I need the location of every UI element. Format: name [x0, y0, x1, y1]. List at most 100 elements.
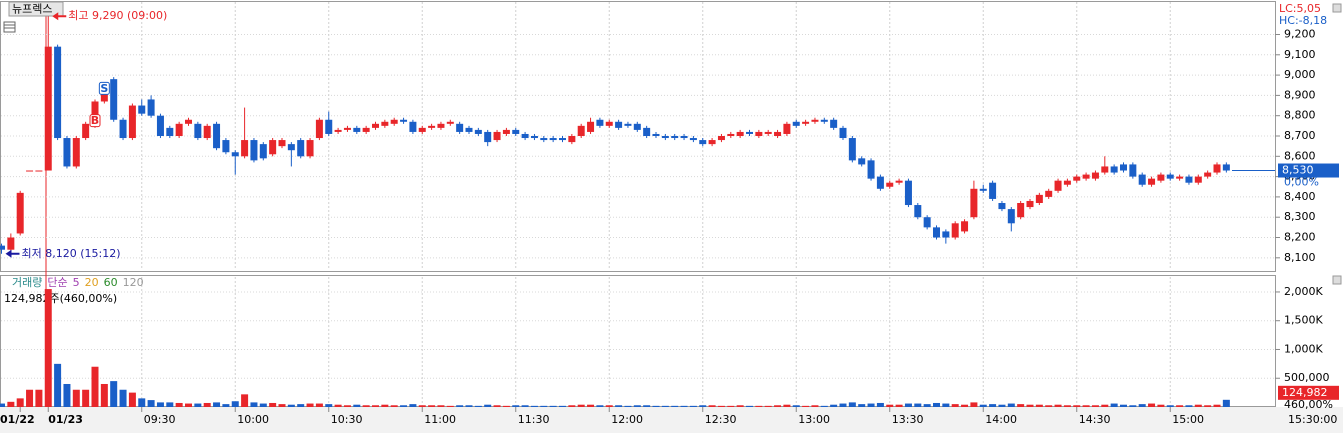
- x-tick-label: 09:30: [144, 413, 176, 426]
- volume-bar: [1017, 404, 1025, 407]
- candle-body: [512, 129, 520, 134]
- volume-bar: [661, 405, 669, 407]
- candle-body: [652, 133, 660, 136]
- volume-bar: [998, 404, 1006, 407]
- candle-body: [1110, 166, 1118, 173]
- candle-body: [615, 121, 623, 128]
- volume-bar: [914, 403, 922, 407]
- candle-body: [26, 170, 34, 172]
- candle-body: [1138, 174, 1146, 185]
- candle-body: [456, 123, 464, 132]
- candle-body: [530, 136, 538, 139]
- candle-body: [493, 131, 501, 141]
- candle-body: [446, 121, 454, 124]
- candle-body: [82, 123, 90, 139]
- candle-body: [989, 182, 997, 199]
- current-price-label: 8,530: [1282, 164, 1314, 177]
- candle-body: [250, 140, 258, 161]
- candle-body: [213, 123, 221, 149]
- chart-title: 뉴프렉스: [12, 3, 52, 16]
- volume-bar: [680, 405, 688, 407]
- volume-bar: [428, 405, 436, 407]
- candle-body: [848, 138, 856, 161]
- volume-bar: [493, 405, 501, 407]
- candle-body: [259, 144, 267, 159]
- volume-bar: [1176, 405, 1184, 407]
- scroll-button[interactable]: [1332, 3, 1342, 13]
- candle-body: [185, 119, 192, 124]
- candle-body: [774, 131, 782, 136]
- candle-body: [306, 140, 314, 157]
- x-tick-label: 10:00: [237, 413, 269, 426]
- candle-body: [1166, 174, 1174, 179]
- candle-body: [923, 217, 931, 228]
- volume-bar: [671, 405, 679, 407]
- candle-body: [437, 123, 445, 128]
- candle-body: [334, 129, 342, 132]
- x-tick-label: 01/23: [48, 413, 83, 426]
- y-tick-label: 8,900: [1284, 88, 1316, 101]
- volume-bar: [44, 289, 52, 407]
- volume-bar: [54, 363, 62, 407]
- candle-body: [577, 125, 585, 136]
- candle-body: [895, 180, 903, 183]
- volume-bar: [820, 405, 828, 407]
- candle-body: [811, 119, 819, 122]
- volume-bar: [82, 389, 90, 407]
- volume-bar: [942, 403, 950, 407]
- signal-box: [98, 81, 110, 95]
- volume-ratio-label: 460,00%: [1284, 398, 1333, 411]
- volume-bar: [1073, 405, 1081, 407]
- volume-bar: [7, 401, 15, 407]
- x-tick-label: 14:00: [985, 413, 1017, 426]
- volume-bar: [811, 405, 819, 407]
- current-volume-label: 124,982: [1282, 386, 1328, 399]
- volume-bar: [16, 398, 24, 407]
- candle-body: [390, 119, 398, 124]
- volume-bar: [26, 389, 34, 407]
- candle-body: [933, 227, 940, 238]
- volume-bar: [549, 405, 557, 407]
- candle-body: [502, 129, 510, 134]
- current-volume-box: [1278, 385, 1339, 400]
- y-tick-label: 8,800: [1284, 109, 1316, 122]
- candle-body: [409, 121, 417, 132]
- volume-bar: [166, 402, 174, 407]
- y-tick-label: 2,000K: [1284, 285, 1323, 298]
- candle-body: [222, 140, 230, 153]
- volume-bar: [456, 405, 464, 407]
- volume-bar: [596, 405, 604, 407]
- candle-body: [1101, 166, 1109, 173]
- volume-bar: [764, 405, 772, 407]
- candle-body: [44, 46, 52, 171]
- volume-bar: [269, 402, 277, 407]
- candle-body: [904, 180, 912, 206]
- volume-bar: [1120, 404, 1127, 407]
- candle-body: [315, 119, 323, 139]
- scroll-button[interactable]: [1332, 275, 1342, 285]
- x-tick-label: 14:30: [1079, 413, 1111, 426]
- table-icon[interactable]: [3, 21, 16, 33]
- volume-bar: [325, 404, 333, 407]
- volume-bar: [540, 405, 548, 407]
- candle-body: [231, 152, 239, 157]
- volume-bar: [1045, 405, 1053, 407]
- candle-body: [1091, 172, 1099, 179]
- signal-box: [89, 114, 101, 128]
- candle-body: [559, 138, 566, 141]
- y-tick-label: 8,700: [1284, 129, 1316, 142]
- candle-body: [110, 79, 118, 120]
- candle-body: [175, 123, 183, 136]
- volume-bar: [858, 404, 866, 407]
- y-tick-label: 1,500K: [1284, 314, 1323, 327]
- candle-body: [1148, 178, 1156, 185]
- candle-body: [961, 221, 969, 232]
- volume-bar: [559, 405, 566, 407]
- volume-bar: [362, 405, 370, 407]
- candle-body: [979, 188, 987, 191]
- volume-bar: [231, 401, 239, 407]
- lc-label: LC:5,05: [1279, 2, 1321, 15]
- volume-bar: [474, 405, 482, 407]
